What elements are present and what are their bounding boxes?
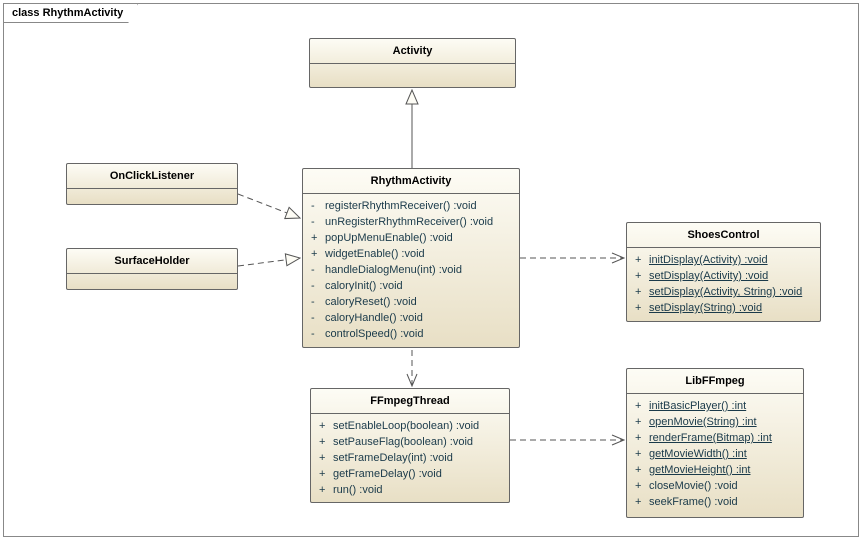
class-member: -caloryReset() :void xyxy=(311,294,511,310)
class-name: ShoesControl xyxy=(627,223,820,248)
class-name: OnClickListener xyxy=(67,164,237,189)
class-body-empty xyxy=(67,274,237,288)
class-member: +setFrameDelay(int) :void xyxy=(319,450,501,466)
class-body: +setEnableLoop(boolean) :void+setPauseFl… xyxy=(311,414,509,502)
class-member: -caloryHandle() :void xyxy=(311,310,511,326)
class-body: +initDisplay(Activity) :void+setDisplay(… xyxy=(627,248,820,320)
class-member: -handleDialogMenu(int) :void xyxy=(311,262,511,278)
class-member: +seekFrame() :void xyxy=(635,494,795,510)
class-member: -caloryInit() :void xyxy=(311,278,511,294)
class-body: -registerRhythmReceiver() :void-unRegist… xyxy=(303,194,519,346)
class-member: +setEnableLoop(boolean) :void xyxy=(319,418,501,434)
class-surface: SurfaceHolder xyxy=(66,248,238,290)
class-member: -registerRhythmReceiver() :void xyxy=(311,198,511,214)
class-member: +getFrameDelay() :void xyxy=(319,466,501,482)
class-name: SurfaceHolder xyxy=(67,249,237,274)
class-member: +openMovie(String) :int xyxy=(635,414,795,430)
frame-title: class RhythmActivity xyxy=(3,3,138,23)
class-member: +setPauseFlag(boolean) :void xyxy=(319,434,501,450)
class-member: +getMovieWidth() :int xyxy=(635,446,795,462)
class-ffthread: FFmpegThread +setEnableLoop(boolean) :vo… xyxy=(310,388,510,503)
class-member: +initBasicPlayer() :int xyxy=(635,398,795,414)
class-onclick: OnClickListener xyxy=(66,163,238,205)
class-body: +initBasicPlayer() :int+openMovie(String… xyxy=(627,394,803,514)
class-name: FFmpegThread xyxy=(311,389,509,414)
class-member: +widgetEnable() :void xyxy=(311,246,511,262)
class-member: +run() :void xyxy=(319,482,501,498)
class-member: +getMovieHeight() :int xyxy=(635,462,795,478)
class-body-empty xyxy=(310,64,515,82)
class-member: +renderFrame(Bitmap) :int xyxy=(635,430,795,446)
class-member: +setDisplay(Activity) :void xyxy=(635,268,812,284)
class-activity: Activity xyxy=(309,38,516,88)
class-shoes: ShoesControl +initDisplay(Activity) :voi… xyxy=(626,222,821,322)
class-member: -controlSpeed() :void xyxy=(311,326,511,342)
class-member: +setDisplay(Activity, String) :void xyxy=(635,284,812,300)
class-name: Activity xyxy=(310,39,515,64)
class-member: +setDisplay(String) :void xyxy=(635,300,812,316)
class-name: RhythmActivity xyxy=(303,169,519,194)
class-rhythm: RhythmActivity -registerRhythmReceiver()… xyxy=(302,168,520,348)
class-member: -unRegisterRhythmReceiver() :void xyxy=(311,214,511,230)
class-member: +initDisplay(Activity) :void xyxy=(635,252,812,268)
class-lib: LibFFmpeg +initBasicPlayer() :int+openMo… xyxy=(626,368,804,518)
class-member: +popUpMenuEnable() :void xyxy=(311,230,511,246)
class-member: +closeMovie() :void xyxy=(635,478,795,494)
class-body-empty xyxy=(67,189,237,203)
class-name: LibFFmpeg xyxy=(627,369,803,394)
